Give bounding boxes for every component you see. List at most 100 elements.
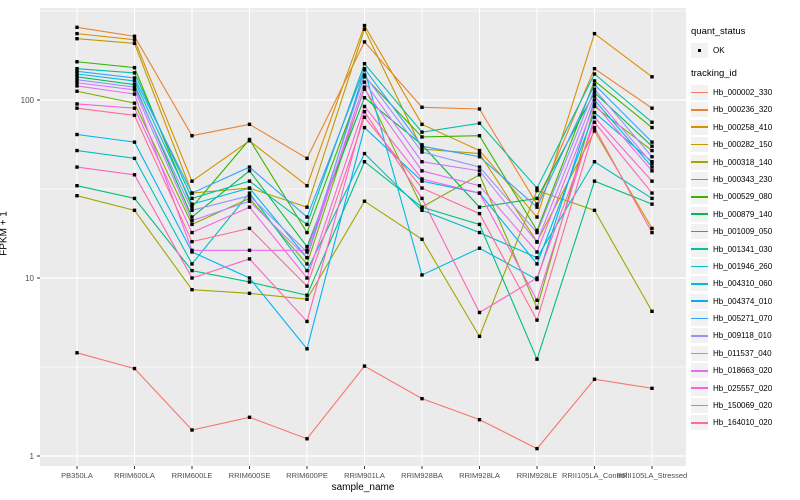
x-tick-label: RRIM928LE [517,471,558,480]
line-key-icon [691,171,708,187]
data-point [477,334,482,339]
data-point [247,276,252,280]
line-key-icon [691,241,708,257]
data-point [132,85,137,89]
data-point [477,246,482,250]
data-point [190,191,194,195]
legend-item-label: Hb_001009_050 [713,227,773,237]
legend-item-label: Hb_000879_140 [713,209,773,219]
data-point [132,34,137,38]
data-point [535,196,539,201]
data-point [75,184,79,188]
data-point [650,230,654,235]
data-point [75,193,79,198]
legend-item-Hb_000318_140: Hb_000318_140 [691,154,799,170]
data-point [75,66,79,71]
data-point [247,179,252,183]
data-point [420,122,424,127]
data-point [535,298,539,302]
data-point [190,248,194,253]
data-point [247,415,252,419]
line-key-icon [691,363,708,379]
data-point [190,205,194,209]
data-point [132,71,137,75]
data-point [535,276,539,280]
data-point [535,357,539,361]
data-point [477,222,482,227]
data-point [420,135,424,139]
data-point [362,109,367,114]
line-key-icon [691,380,708,396]
line-key-icon [691,345,708,361]
data-point [190,208,194,213]
data-point [477,155,482,159]
legend-item-label: Hb_000236_320 [713,105,773,115]
data-point [650,144,654,148]
data-point [362,160,367,164]
data-point [190,428,194,432]
legend-item-Hb_000879_140: Hb_000879_140 [691,206,799,222]
y-axis-title: FPKM + 1 [0,211,10,256]
data-point [477,148,482,153]
data-point [190,268,194,273]
x-tick-label: RRIM600LE [172,471,213,480]
data-point [305,230,309,235]
data-point [75,72,79,76]
line-key-icon [691,415,708,431]
data-point [190,218,194,223]
data-point [305,293,309,297]
data-point [592,90,597,95]
legend-item-label: Hb_018663_020 [713,366,773,376]
data-point [247,165,252,169]
legend-item-label: Hb_025557_020 [713,383,773,393]
data-point [190,215,194,219]
data-point [75,36,79,41]
data-point [650,75,654,79]
data-point [420,396,424,401]
data-point [305,205,309,209]
line-key-icon [691,85,708,100]
data-point [362,85,367,89]
data-point [477,211,482,216]
data-point [305,262,309,266]
data-point [592,94,597,98]
legend-item-label: OK [713,46,725,55]
data-point [362,27,367,31]
data-point [362,115,367,119]
legend-item-Hb_000529_080: Hb_000529_080 [691,189,799,205]
data-point [247,137,252,142]
data-point [75,31,79,36]
data-point [190,134,194,138]
data-point [132,76,137,80]
data-point [592,179,597,183]
legend-item-Hb_018663_020: Hb_018663_020 [691,363,799,379]
data-point [535,186,539,190]
data-point [362,151,367,156]
legend-item-label: Hb_009118_010 [713,331,772,341]
data-point [650,191,654,195]
data-point [132,106,137,110]
legend-item-label: Hb_000282_150 [713,140,773,150]
legend-item-label: Hb_164010_020 [713,418,773,428]
data-point [535,230,539,235]
data-point [247,122,252,127]
data-point [247,226,252,231]
data-point [420,205,424,209]
data-point [75,25,79,30]
data-point [535,446,539,451]
legend-quant-status-title: quant_status [691,26,746,37]
legend-item-Hb_150069_020: Hb_150069_020 [691,398,799,414]
legend-item-Hb_000258_410: Hb_000258_410 [691,119,799,135]
data-point [650,161,654,166]
legend-tracking-id-title: tracking_id [691,68,737,79]
data-point [305,215,309,219]
data-point [535,318,539,322]
data-point [190,287,194,292]
data-point [305,284,309,288]
data-point [305,297,309,301]
data-point [132,156,137,161]
legend-item-label: Hb_000002_330 [713,88,773,97]
line-key-icon [691,276,708,292]
data-point [247,191,252,195]
